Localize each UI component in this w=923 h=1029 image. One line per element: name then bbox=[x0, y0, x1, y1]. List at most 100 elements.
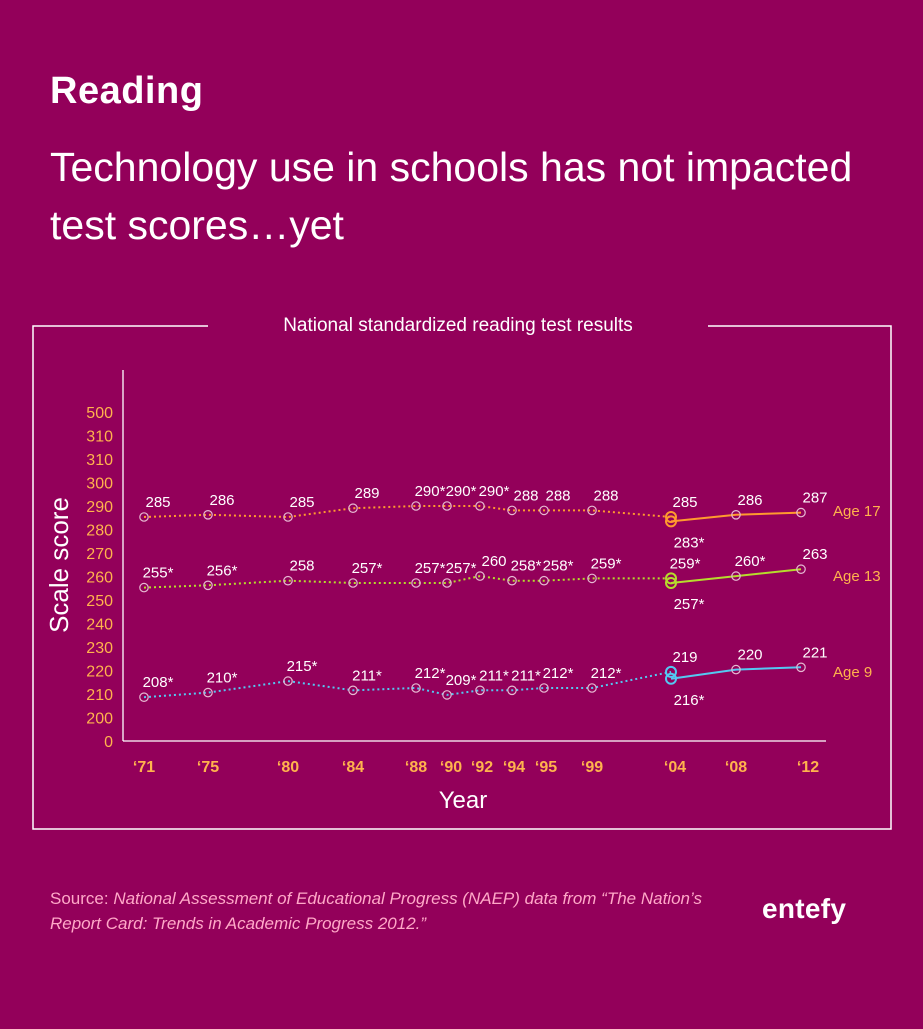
data-label: 255* bbox=[143, 565, 174, 582]
data-point bbox=[731, 664, 741, 675]
data-label: 209* bbox=[446, 672, 477, 689]
data-point bbox=[203, 580, 213, 591]
y-tick-label: 280 bbox=[86, 523, 113, 540]
data-point bbox=[411, 501, 421, 511]
data-point bbox=[665, 511, 677, 523]
y-tick-label: 200 bbox=[86, 711, 113, 728]
data-label: 263 bbox=[802, 546, 827, 563]
data-point bbox=[796, 507, 806, 518]
source-prefix: Source: bbox=[50, 889, 114, 908]
data-point bbox=[507, 685, 517, 696]
data-point bbox=[587, 505, 597, 516]
x-tick-label: ‘71 bbox=[133, 759, 155, 776]
series-label: Age 9 bbox=[833, 664, 872, 681]
data-label: 211* bbox=[511, 667, 541, 684]
data-label: 288 bbox=[513, 487, 538, 504]
data-point bbox=[796, 662, 806, 673]
series-label: Age 17 bbox=[833, 503, 881, 520]
data-point bbox=[665, 577, 677, 589]
data-label: 285 bbox=[145, 494, 170, 511]
data-point bbox=[442, 690, 452, 700]
data-point bbox=[507, 575, 517, 586]
data-point bbox=[411, 683, 421, 693]
x-tick-label: ‘99 bbox=[581, 759, 603, 776]
chart-title: National standardized reading test resul… bbox=[283, 315, 633, 336]
data-point bbox=[507, 505, 517, 516]
data-label: 258* bbox=[543, 558, 574, 575]
data-point bbox=[587, 683, 597, 693]
data-label: 211* bbox=[352, 667, 382, 684]
data-point bbox=[348, 685, 358, 696]
data-point bbox=[796, 564, 806, 574]
y-tick-label: 230 bbox=[86, 640, 113, 657]
data-label: 259* bbox=[591, 555, 622, 572]
data-point bbox=[139, 582, 149, 593]
x-tick-label: ‘84 bbox=[342, 759, 364, 776]
data-label: 286 bbox=[737, 492, 762, 509]
y-tick-label: 310 bbox=[86, 429, 113, 446]
x-tick-label: ‘12 bbox=[797, 759, 819, 776]
y-tick-label: 500 bbox=[86, 405, 113, 422]
heading: Reading bbox=[50, 70, 204, 112]
data-point bbox=[442, 578, 452, 588]
x-tick-label: ‘88 bbox=[405, 759, 427, 776]
data-label: 287 bbox=[802, 490, 827, 507]
source-text: National Assessment of Educational Progr… bbox=[50, 889, 702, 933]
data-point bbox=[665, 515, 677, 528]
data-label: 290* bbox=[446, 483, 477, 500]
data-point bbox=[203, 687, 213, 698]
data-label: 208* bbox=[143, 674, 174, 691]
series-line-solid bbox=[670, 511, 802, 523]
data-point bbox=[283, 575, 293, 586]
data-point bbox=[587, 573, 597, 584]
subtitle: Technology use in schools has not impact… bbox=[50, 144, 853, 248]
data-label: 258 bbox=[289, 558, 314, 575]
source-note: Source: National Assessment of Education… bbox=[50, 886, 710, 936]
data-label: 219 bbox=[672, 649, 697, 666]
data-label: 285 bbox=[289, 494, 314, 511]
data-label: 285 bbox=[672, 494, 697, 511]
y-axis-title: Scale score bbox=[44, 497, 74, 633]
y-tick-label: 250 bbox=[86, 593, 113, 610]
data-point bbox=[731, 571, 741, 581]
chart-frame bbox=[32, 325, 892, 830]
data-label: 215* bbox=[287, 658, 318, 675]
data-label: 260 bbox=[481, 553, 506, 570]
data-label: 220 bbox=[737, 647, 762, 664]
data-point bbox=[203, 509, 213, 520]
x-tick-label: ‘80 bbox=[277, 759, 299, 776]
data-point bbox=[665, 665, 677, 678]
y-tick-label: 300 bbox=[86, 476, 113, 493]
series-line-dotted bbox=[143, 670, 672, 699]
y-tick-label: 290 bbox=[86, 499, 113, 516]
data-point bbox=[539, 683, 549, 693]
data-point bbox=[283, 512, 293, 522]
data-point bbox=[665, 672, 677, 685]
data-label: 221 bbox=[802, 644, 827, 661]
x-tick-label: ‘95 bbox=[535, 759, 557, 776]
data-label: 210* bbox=[207, 670, 238, 687]
data-label: 257* bbox=[446, 560, 477, 577]
data-point bbox=[731, 509, 741, 520]
y-tick-label: 0 bbox=[104, 734, 113, 751]
data-label: 216* bbox=[674, 692, 705, 709]
data-label: 288 bbox=[545, 487, 570, 504]
data-label: 259* bbox=[670, 555, 701, 572]
y-tick-label: 210 bbox=[86, 687, 113, 704]
data-point bbox=[139, 692, 149, 702]
data-label: 212* bbox=[591, 665, 622, 682]
y-tick-label: 270 bbox=[86, 546, 113, 563]
data-label: 257* bbox=[674, 596, 705, 613]
data-label: 212* bbox=[543, 665, 574, 682]
data-label: 257* bbox=[352, 560, 383, 577]
data-point bbox=[475, 501, 485, 511]
data-point bbox=[283, 676, 293, 686]
data-point bbox=[348, 503, 358, 513]
series-label: Age 13 bbox=[833, 568, 881, 585]
y-tick-label: 260 bbox=[86, 570, 113, 587]
data-point bbox=[539, 505, 549, 516]
data-label: 260* bbox=[735, 553, 766, 570]
y-tick-label: 310 bbox=[86, 452, 113, 469]
